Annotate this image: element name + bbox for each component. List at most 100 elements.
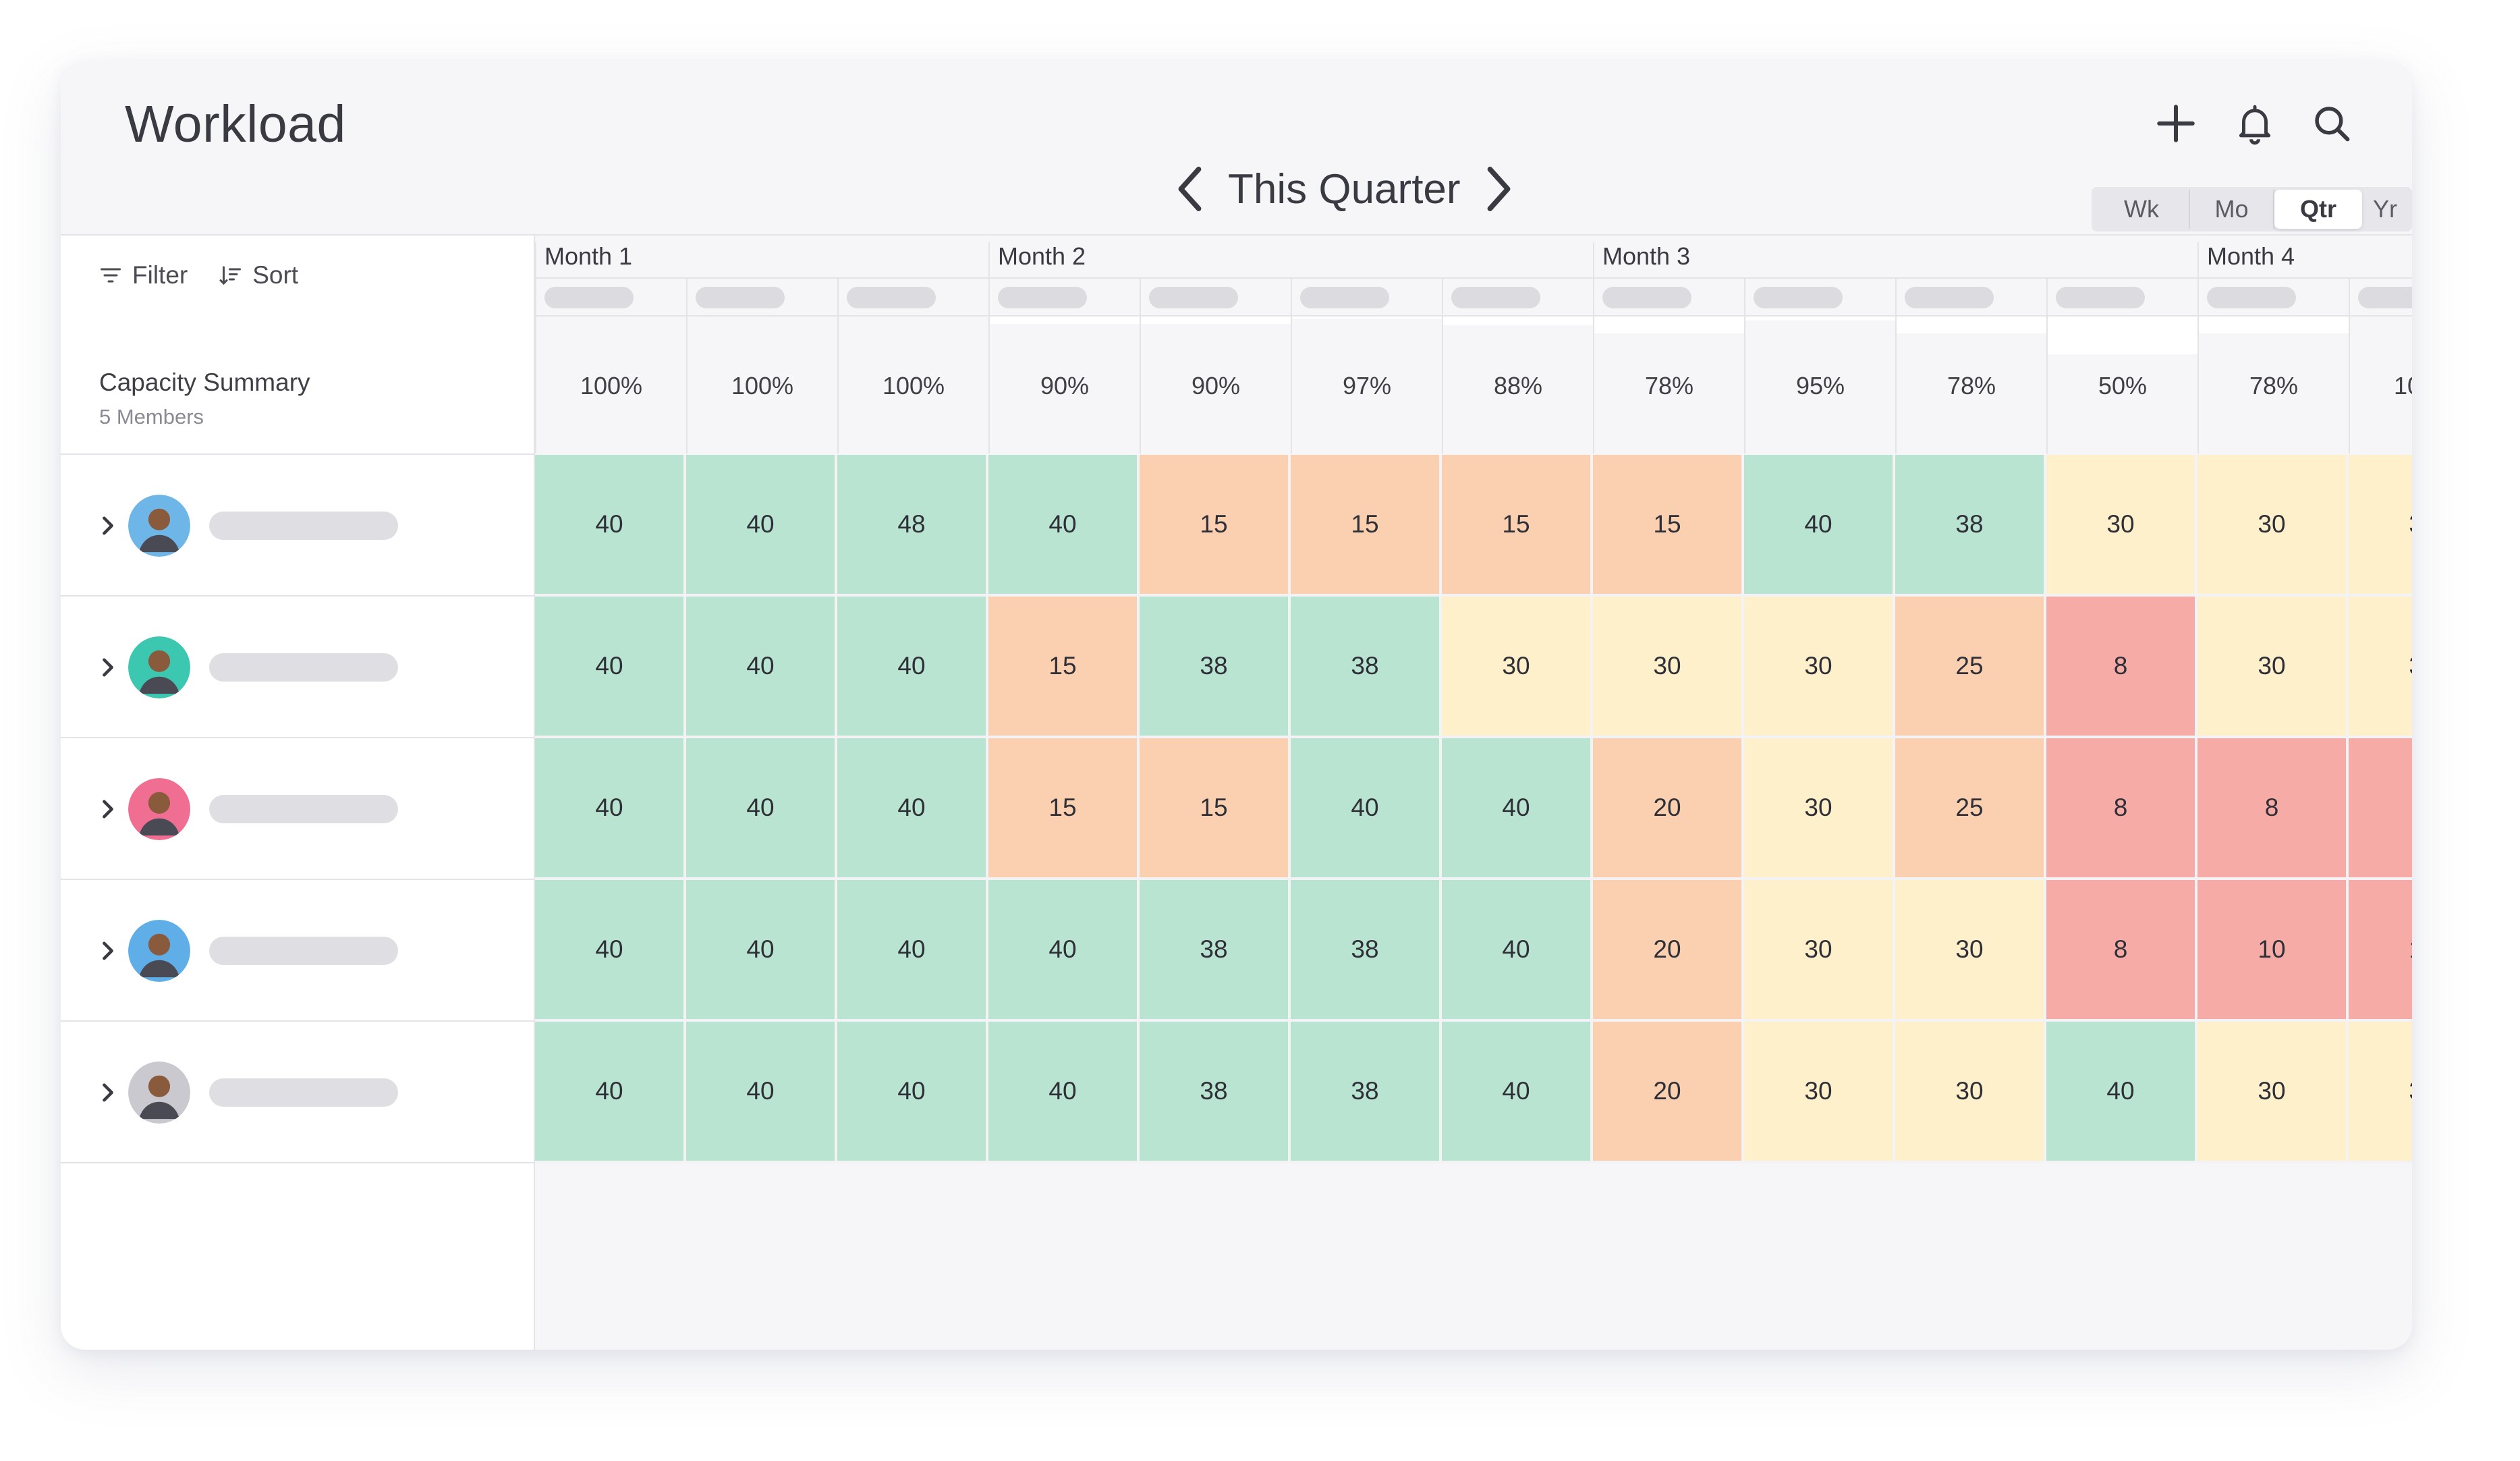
hours-cell[interactable]: 15	[988, 597, 1140, 738]
hours-cell[interactable]: 30	[2349, 597, 2412, 738]
hours-cell[interactable]: 40	[1291, 738, 1442, 880]
person-icon	[128, 920, 190, 982]
member-row[interactable]	[61, 880, 535, 1022]
expand-row-button[interactable]	[94, 1076, 121, 1109]
notifications-button[interactable]	[2229, 98, 2280, 149]
week-label-placeholder	[1905, 287, 1994, 308]
hours-cell[interactable]: 40	[686, 738, 837, 880]
view-option-month[interactable]: Mo	[2190, 190, 2274, 229]
week-label-placeholder	[1754, 287, 1843, 308]
hours-cell[interactable]: 30	[2197, 597, 2349, 738]
hours-cell[interactable]: 8	[2046, 880, 2197, 1022]
chevron-left-icon	[1178, 167, 1202, 211]
hours-cell[interactable]: 38	[1291, 880, 1442, 1022]
member-row[interactable]	[61, 1022, 535, 1163]
hours-cell[interactable]: 8	[2349, 738, 2412, 880]
person-icon	[128, 778, 190, 840]
capacity-summary-members: 5 Members	[99, 405, 204, 429]
hours-cell[interactable]: 30	[1895, 880, 2046, 1022]
hours-cell[interactable]: 30	[1744, 880, 1895, 1022]
hours-cell[interactable]: 40	[1442, 738, 1593, 880]
expand-row-button[interactable]	[94, 509, 121, 543]
capacity-percent: 100%	[580, 372, 643, 399]
hours-cell[interactable]: 38	[1140, 597, 1291, 738]
hours-cell[interactable]: 40	[837, 738, 988, 880]
hours-cell[interactable]: 40	[1442, 1022, 1593, 1163]
hours-cell[interactable]: 30	[1744, 738, 1895, 880]
capacity-percent: 100%	[882, 372, 945, 399]
hours-cell[interactable]: 40	[988, 880, 1140, 1022]
filter-button[interactable]: Filter	[99, 261, 188, 290]
hours-cell[interactable]: 30	[1442, 597, 1593, 738]
hours-cell[interactable]: 30	[1895, 1022, 2046, 1163]
hours-cell[interactable]: 40	[837, 1022, 988, 1163]
expand-row-button[interactable]	[94, 934, 121, 968]
hours-cell[interactable]: 40	[535, 597, 686, 738]
hours-cell[interactable]: 40	[988, 455, 1140, 597]
member-row[interactable]	[61, 597, 535, 738]
hours-cell[interactable]: 25	[1895, 597, 2046, 738]
hours-cell[interactable]: 38	[1140, 880, 1291, 1022]
view-option-quarter[interactable]: Qtr	[2274, 190, 2362, 229]
hours-cell[interactable]: 30	[1744, 597, 1895, 738]
hours-cell[interactable]: 40	[2046, 1022, 2197, 1163]
hours-cell[interactable]: 38	[1291, 597, 1442, 738]
hours-cell[interactable]: 10	[2197, 880, 2349, 1022]
hours-cell[interactable]: 40	[686, 455, 837, 597]
hours-cell[interactable]: 20	[1593, 1022, 1744, 1163]
previous-period-button[interactable]	[1167, 162, 1210, 216]
hours-cell[interactable]: 40	[535, 1022, 686, 1163]
hours-cell[interactable]: 40	[988, 1022, 1140, 1163]
hours-cell[interactable]: 40	[837, 597, 988, 738]
view-option-year[interactable]: Yr	[2373, 195, 2397, 223]
sort-icon	[219, 266, 242, 285]
hours-cell[interactable]: 40	[1744, 455, 1895, 597]
hours-cell[interactable]: 20	[1593, 738, 1744, 880]
hours-cell[interactable]: 30	[2349, 455, 2412, 597]
add-button[interactable]	[2150, 98, 2202, 149]
hours-cell[interactable]: 15	[1593, 455, 1744, 597]
hours-cell[interactable]: 40	[1442, 880, 1593, 1022]
hours-cell[interactable]: 30	[1593, 597, 1744, 738]
chevron-right-icon	[103, 1083, 113, 1102]
hours-cell[interactable]: 15	[1442, 455, 1593, 597]
hours-cell[interactable]: 38	[1291, 1022, 1442, 1163]
hours-cell[interactable]: 38	[1895, 455, 2046, 597]
capacity-summary-title: Capacity Summary	[99, 368, 310, 396]
hours-cell[interactable]: 8	[2046, 738, 2197, 880]
hours-cell[interactable]: 40	[535, 455, 686, 597]
hours-cell[interactable]: 25	[1895, 738, 2046, 880]
member-row[interactable]	[61, 455, 535, 597]
hours-cell[interactable]: 15	[1140, 455, 1291, 597]
hours-cell[interactable]: 30	[2046, 455, 2197, 597]
hours-cell[interactable]: 30	[2349, 1022, 2412, 1163]
hours-cell[interactable]: 38	[1140, 1022, 1291, 1163]
hours-cell[interactable]: 8	[2046, 597, 2197, 738]
hours-cell[interactable]: 15	[988, 738, 1140, 880]
filter-icon	[101, 268, 121, 283]
expand-row-button[interactable]	[94, 792, 121, 826]
hours-cell[interactable]: 10	[2349, 880, 2412, 1022]
hours-cell[interactable]: 40	[686, 1022, 837, 1163]
hours-cell[interactable]: 40	[535, 738, 686, 880]
hours-cell[interactable]: 40	[535, 880, 686, 1022]
hours-cell[interactable]: 40	[837, 880, 988, 1022]
hours-cell[interactable]: 30	[2197, 455, 2349, 597]
view-option-week[interactable]: Wk	[2094, 190, 2190, 229]
next-period-button[interactable]	[1478, 162, 1521, 216]
hours-cell[interactable]: 8	[2197, 738, 2349, 880]
hours-cell[interactable]: 40	[686, 597, 837, 738]
sort-button[interactable]: Sort	[219, 261, 298, 290]
hours-cell[interactable]: 48	[837, 455, 988, 597]
hours-cell[interactable]: 30	[1744, 1022, 1895, 1163]
search-button[interactable]	[2306, 98, 2357, 149]
expand-row-button[interactable]	[94, 651, 121, 684]
plus-icon	[2157, 105, 2195, 142]
avatar	[128, 1062, 190, 1124]
hours-cell[interactable]: 30	[2197, 1022, 2349, 1163]
member-row[interactable]	[61, 738, 535, 880]
hours-cell[interactable]: 15	[1140, 738, 1291, 880]
hours-cell[interactable]: 20	[1593, 880, 1744, 1022]
hours-cell[interactable]: 40	[686, 880, 837, 1022]
hours-cell[interactable]: 15	[1291, 455, 1442, 597]
